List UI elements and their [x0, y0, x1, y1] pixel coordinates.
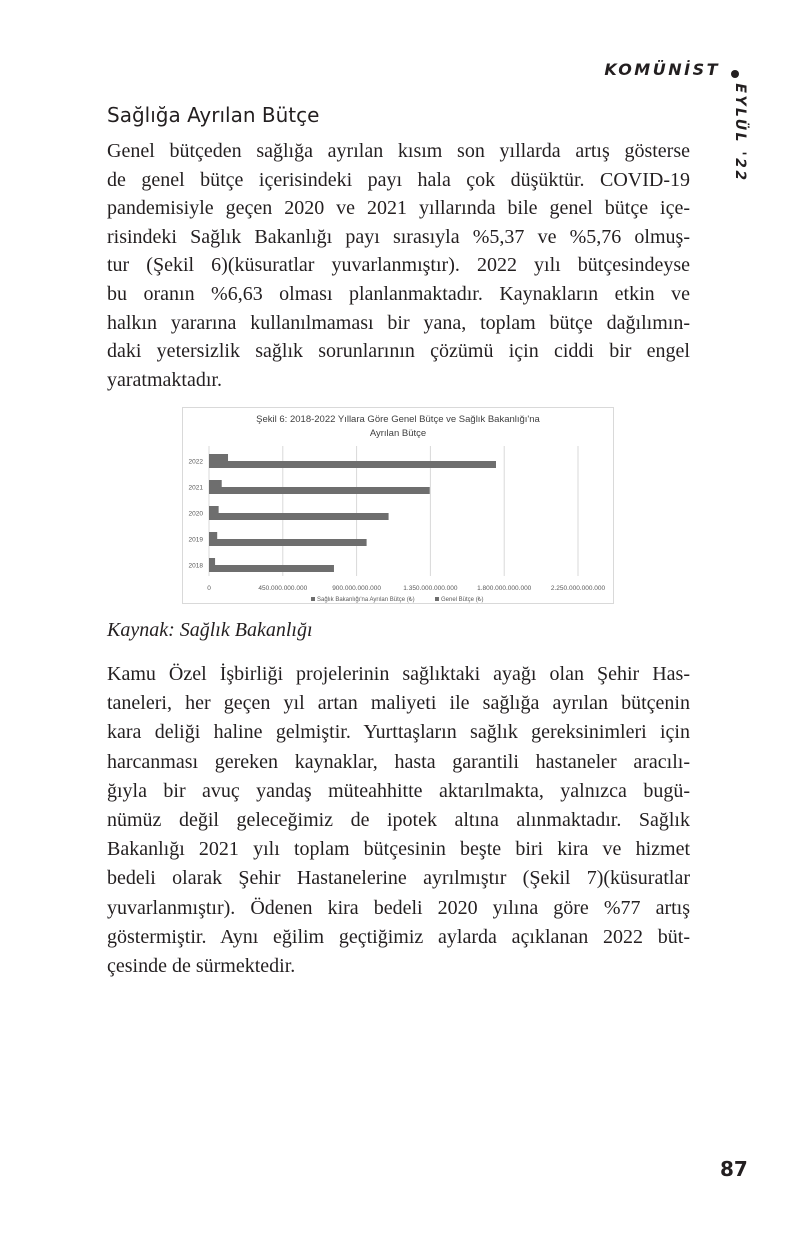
- text-line: pandemisiyle geçen 2020 ve 2021 yılların…: [107, 197, 690, 220]
- magazine-name: KOMÜNİST: [604, 60, 720, 79]
- x-tick-label: 1.800.000.000.000: [477, 585, 532, 592]
- bar-chart: Şekil 6: 2018-2022 Yıllara Göre Genel Bü…: [189, 414, 606, 603]
- text-line: ğıyla bir avuç yandaş müteahhitte aktarı…: [107, 779, 690, 802]
- bar-saglik-2020: [209, 506, 219, 513]
- text-line: tur (Şekil 6)(küsuratlar yuvarlanmıştır)…: [107, 254, 690, 277]
- text-line: halkın yararına kullanılmaması bir yana,…: [107, 311, 690, 334]
- chart-title-line-1: Şekil 6: 2018-2022 Yıllara Göre Genel Bü…: [256, 414, 540, 425]
- y-tick-label: 2020: [189, 511, 204, 518]
- bar-genel-2019: [209, 539, 367, 546]
- bar-genel-2022: [209, 461, 496, 468]
- text-line: harcanması gereken kaynaklar, hasta gara…: [107, 750, 690, 773]
- text-line: yuvarlanmıştır). Ödenen kira bedeli 2020…: [107, 896, 690, 919]
- y-tick-label: 2021: [189, 485, 204, 492]
- y-tick-label: 2022: [189, 459, 204, 466]
- text-line: daki yetersizlik sağlık sorunlarının çöz…: [107, 340, 690, 363]
- text-line: bedeli olarak Şehir Hastanelerine ayrılm…: [107, 867, 690, 890]
- bullet-dot: [731, 70, 739, 78]
- text-line: göstermiştir. Aynı eğilim geçtiğimiz ayl…: [107, 925, 690, 948]
- bar-saglik-2022: [209, 454, 229, 461]
- x-tick-label: 900.000.000.000: [332, 585, 381, 592]
- bar-genel-2018: [209, 565, 334, 572]
- issue-date: EYLÜL '22: [732, 83, 748, 183]
- text-line: Genel bütçeden sağlığa ayrılan kısım son…: [107, 140, 690, 162]
- x-tick-label: 1.350.000.000.000: [403, 585, 458, 592]
- y-tick-label: 2019: [189, 537, 204, 544]
- text-line: bu oranın %6,63 olması planlanmaktadır. …: [107, 282, 690, 305]
- bar-saglik-2021: [209, 480, 222, 487]
- chart-title-line-2: Ayrılan Bütçe: [370, 428, 426, 439]
- x-tick-label: 450.000.000.000: [258, 585, 307, 592]
- bar-saglik-2018: [209, 558, 216, 565]
- bar-genel-2020: [209, 513, 389, 520]
- text-line: de genel bütçe içerisindeki payı hala ço…: [107, 168, 690, 191]
- text-line: risindeki Sağlık Bakanlığı payı sırasıyl…: [107, 225, 690, 248]
- paragraph-2: Kamu Özel İşbirliği projelerinin sağlıkt…: [107, 660, 690, 981]
- text-line: Kamu Özel İşbirliği projelerinin sağlıkt…: [107, 663, 690, 685]
- y-tick-label: 2018: [189, 563, 204, 570]
- text-line: nümüz değil geleceğimiz de ipotek altına…: [107, 808, 690, 831]
- legend-swatch: [311, 597, 315, 601]
- text-line: Bakanlığı 2021 yılı toplam bütçesinin be…: [107, 838, 690, 861]
- figure-6-chart: Şekil 6: 2018-2022 Yıllara Göre Genel Bü…: [182, 407, 614, 604]
- bar-genel-2021: [209, 487, 430, 494]
- text-line: çesinde de sürmektedir.: [107, 954, 296, 977]
- x-tick-label: 0: [207, 585, 211, 592]
- paragraph-1: Genel bütçeden sağlığa ayrılan kısım son…: [107, 137, 690, 394]
- x-tick-label: 2.250.000.000.000: [551, 585, 606, 592]
- page-number: 87: [720, 1157, 748, 1181]
- legend-label: Sağlık Bakanlığı'na Ayrılan Bütçe (₺): [317, 597, 415, 603]
- legend-label: Genel Bütçe (₺): [441, 597, 484, 603]
- text-line: yaratmaktadır.: [107, 368, 222, 391]
- text-line: kara deliği haline gelmiştir. Yurttaşlar…: [107, 721, 690, 744]
- legend-swatch: [435, 597, 439, 601]
- section-title: Sağlığa Ayrılan Bütçe: [107, 103, 320, 127]
- text-line: taneleri, her geçen yıl artan maliyeti i…: [107, 692, 690, 715]
- bar-saglik-2019: [209, 532, 218, 539]
- figure-source-caption: Kaynak: Sağlık Bakanlığı: [107, 619, 313, 641]
